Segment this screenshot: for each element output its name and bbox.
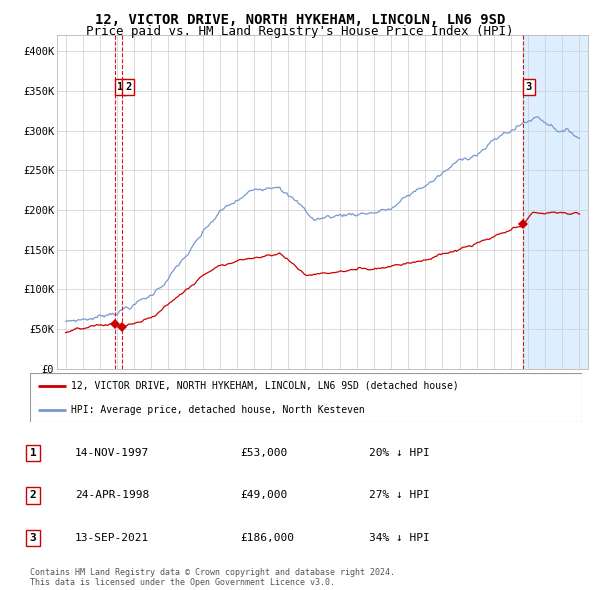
Text: 3: 3: [29, 533, 37, 543]
Bar: [523, 35, 600, 369]
Text: 12, VICTOR DRIVE, NORTH HYKEHAM, LINCOLN, LN6 9SD: 12, VICTOR DRIVE, NORTH HYKEHAM, LINCOLN…: [95, 13, 505, 27]
Text: 2: 2: [125, 82, 131, 92]
Text: £186,000: £186,000: [240, 533, 294, 543]
Text: 20% ↓ HPI: 20% ↓ HPI: [369, 448, 430, 458]
Text: Price paid vs. HM Land Registry's House Price Index (HPI): Price paid vs. HM Land Registry's House …: [86, 25, 514, 38]
Text: 2: 2: [29, 490, 37, 500]
Text: 34% ↓ HPI: 34% ↓ HPI: [369, 533, 430, 543]
Text: £53,000: £53,000: [240, 448, 287, 458]
Text: £49,000: £49,000: [240, 490, 287, 500]
Text: 24-APR-1998: 24-APR-1998: [75, 490, 149, 500]
Text: Contains HM Land Registry data © Crown copyright and database right 2024.
This d: Contains HM Land Registry data © Crown c…: [30, 568, 395, 587]
Text: 1: 1: [29, 448, 37, 458]
Text: HPI: Average price, detached house, North Kesteven: HPI: Average price, detached house, Nort…: [71, 405, 365, 415]
Text: 1: 1: [117, 82, 124, 92]
Text: 12, VICTOR DRIVE, NORTH HYKEHAM, LINCOLN, LN6 9SD (detached house): 12, VICTOR DRIVE, NORTH HYKEHAM, LINCOLN…: [71, 381, 459, 391]
Text: 27% ↓ HPI: 27% ↓ HPI: [369, 490, 430, 500]
Text: 14-NOV-1997: 14-NOV-1997: [75, 448, 149, 458]
Text: 3: 3: [526, 82, 532, 92]
Text: 13-SEP-2021: 13-SEP-2021: [75, 533, 149, 543]
